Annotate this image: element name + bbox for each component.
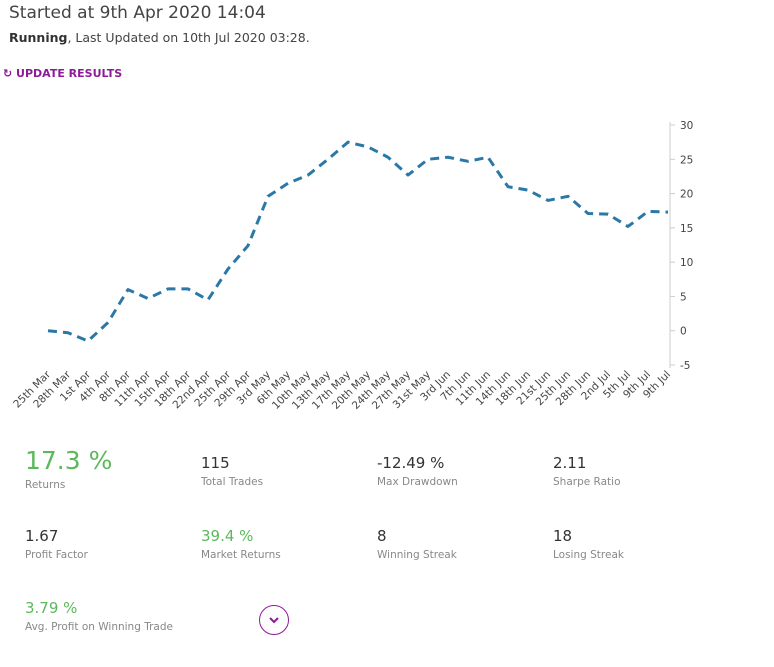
metric-label: Total Trades <box>201 476 264 488</box>
status: Running <box>9 30 68 45</box>
metric-label: Losing Streak <box>553 549 624 561</box>
metric-value: 1.67 <box>25 527 59 545</box>
expand-button[interactable] <box>259 605 289 635</box>
updated: , Last Updated on 10th Jul 2020 03:28. <box>67 30 310 45</box>
y-tick-label: 0 <box>680 326 687 338</box>
button-label[interactable]: UPDATE RESULTS <box>16 67 123 80</box>
metric-value: 115 <box>201 454 230 472</box>
metric-label: Profit Factor <box>25 549 88 561</box>
metric: 8 Winning Streak <box>377 527 547 561</box>
y-tick-label: 25 <box>680 154 693 166</box>
y-tick-label: 15 <box>680 223 693 235</box>
line <box>47 140 669 343</box>
metric: -12.49 % Max Drawdown <box>377 454 547 488</box>
metric-label: Avg. Profit on Winning Trade <box>25 621 173 633</box>
metric: 115 Total Trades <box>201 454 371 488</box>
metric-value: 39.4 % <box>201 527 254 545</box>
metric-label: Sharpe Ratio <box>553 476 621 488</box>
chevron[interactable] <box>260 606 288 634</box>
status-line: Running, Last Updated on 10th Jul 2020 0… <box>9 30 310 45</box>
metric: 18 Losing Streak <box>553 527 723 561</box>
metric-label: Max Drawdown <box>377 476 458 488</box>
title: Started at 9th Apr 2020 14:04 <box>9 3 266 23</box>
metric: 17.3 % Returns <box>25 446 195 491</box>
y-tick-label: 10 <box>680 257 693 269</box>
metric-label: Winning Streak <box>377 549 457 561</box>
metric-value: 17.3 % <box>25 446 113 475</box>
metric-value: 8 <box>377 527 387 545</box>
metric: 39.4 % Market Returns <box>201 527 371 561</box>
y-tick-label: 20 <box>680 189 693 201</box>
metric-value: 2.11 <box>553 454 587 472</box>
metric-label: Market Returns <box>201 549 281 561</box>
metric: 3.79 % Avg. Profit on Winning Trade <box>25 599 195 633</box>
metric: 2.11 Sharpe Ratio <box>553 454 723 488</box>
y-tick-label: 5 <box>680 291 687 303</box>
metric: 1.67 Profit Factor <box>25 527 195 561</box>
y-tick-label: 30 <box>680 120 693 132</box>
y-tick-label: -5 <box>680 360 690 372</box>
metric-value: -12.49 % <box>377 454 445 472</box>
metric-label: Returns <box>25 479 66 491</box>
metric-value: 18 <box>553 527 573 545</box>
update-button[interactable]: ↻ UPDATE RESULTS <box>3 67 123 80</box>
metric-value: 3.79 % <box>25 599 78 617</box>
